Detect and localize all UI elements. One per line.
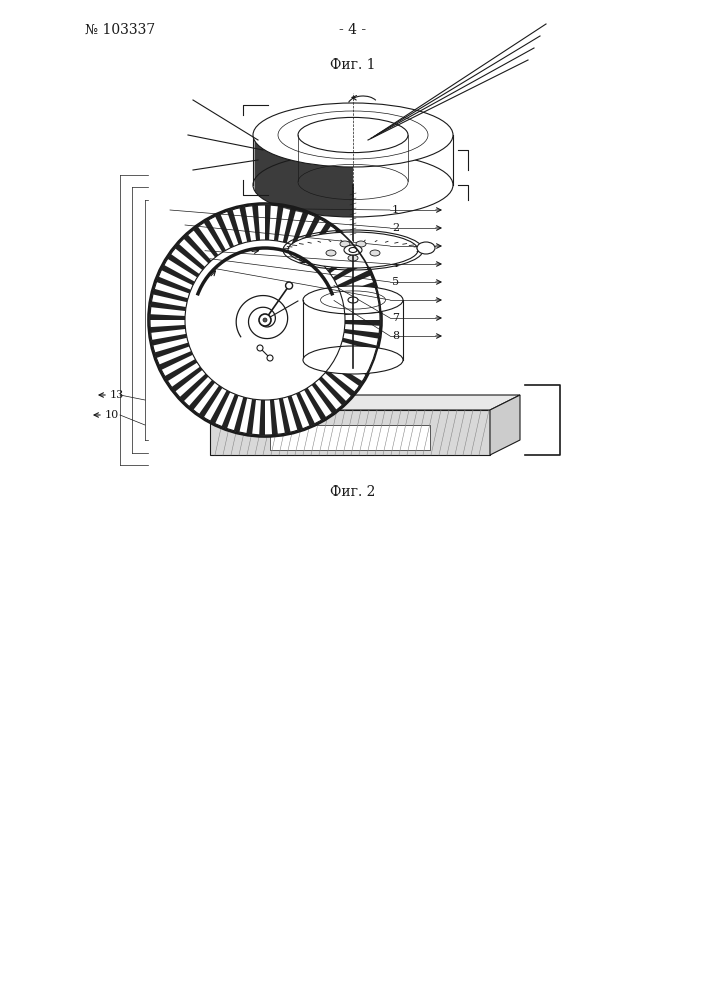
Wedge shape: [274, 399, 285, 434]
Text: 13: 13: [110, 390, 124, 400]
Wedge shape: [221, 211, 238, 246]
Wedge shape: [269, 205, 278, 241]
Wedge shape: [188, 230, 215, 261]
Wedge shape: [150, 307, 185, 316]
Wedge shape: [296, 214, 315, 248]
Circle shape: [257, 345, 263, 351]
Ellipse shape: [303, 346, 403, 374]
Wedge shape: [258, 205, 265, 240]
Text: 4: 4: [392, 259, 399, 269]
Ellipse shape: [253, 103, 453, 167]
Wedge shape: [300, 390, 321, 424]
Circle shape: [286, 282, 293, 289]
Wedge shape: [291, 394, 310, 429]
Wedge shape: [341, 342, 375, 358]
Polygon shape: [210, 410, 490, 455]
Text: Фиг. 2: Фиг. 2: [330, 485, 375, 499]
Wedge shape: [345, 313, 380, 320]
Ellipse shape: [344, 245, 362, 255]
Wedge shape: [311, 226, 337, 257]
Wedge shape: [151, 329, 186, 340]
Wedge shape: [315, 379, 342, 410]
Polygon shape: [210, 395, 520, 410]
Wedge shape: [318, 234, 346, 263]
Wedge shape: [150, 320, 185, 327]
Text: № 103337: № 103337: [85, 23, 156, 37]
Wedge shape: [344, 324, 380, 333]
Circle shape: [267, 355, 273, 361]
Ellipse shape: [326, 250, 336, 256]
Wedge shape: [245, 206, 256, 241]
Wedge shape: [303, 219, 326, 252]
Wedge shape: [233, 208, 247, 243]
Wedge shape: [204, 388, 227, 421]
Wedge shape: [175, 370, 206, 397]
Wedge shape: [209, 216, 230, 250]
Wedge shape: [344, 300, 379, 311]
Text: 1: 1: [392, 205, 399, 215]
Wedge shape: [265, 400, 272, 435]
Ellipse shape: [417, 242, 435, 254]
Wedge shape: [154, 282, 189, 298]
Circle shape: [263, 318, 267, 322]
Wedge shape: [333, 358, 366, 381]
Ellipse shape: [356, 241, 366, 247]
Text: Фиг. 1: Фиг. 1: [330, 58, 375, 72]
Polygon shape: [270, 425, 430, 450]
Wedge shape: [337, 350, 371, 370]
Circle shape: [185, 240, 345, 400]
Ellipse shape: [303, 286, 403, 314]
Wedge shape: [325, 243, 355, 270]
Wedge shape: [287, 209, 303, 244]
Ellipse shape: [348, 297, 358, 303]
Circle shape: [148, 203, 382, 437]
Ellipse shape: [370, 250, 380, 256]
Ellipse shape: [340, 241, 350, 247]
Wedge shape: [240, 398, 252, 433]
Text: 7: 7: [392, 313, 399, 323]
Wedge shape: [198, 223, 223, 255]
Polygon shape: [490, 395, 520, 455]
Wedge shape: [339, 275, 373, 294]
Wedge shape: [150, 205, 380, 435]
Wedge shape: [252, 399, 261, 435]
Wedge shape: [161, 355, 195, 376]
Wedge shape: [322, 373, 351, 401]
Wedge shape: [184, 377, 212, 406]
Text: 8: 8: [392, 331, 399, 341]
Text: 3: 3: [392, 241, 399, 251]
Wedge shape: [158, 270, 193, 290]
Text: 5: 5: [392, 277, 399, 287]
Wedge shape: [227, 396, 243, 431]
Ellipse shape: [349, 247, 357, 252]
Wedge shape: [278, 207, 291, 242]
Wedge shape: [308, 385, 332, 417]
Circle shape: [259, 314, 271, 326]
Text: 6: 6: [392, 295, 399, 305]
Wedge shape: [171, 248, 202, 274]
Wedge shape: [193, 383, 219, 414]
Wedge shape: [343, 333, 378, 346]
Wedge shape: [335, 264, 368, 285]
Wedge shape: [179, 239, 209, 267]
Ellipse shape: [288, 232, 418, 268]
Text: 10: 10: [105, 410, 119, 420]
Wedge shape: [168, 363, 200, 387]
Wedge shape: [156, 346, 192, 365]
Wedge shape: [330, 253, 363, 277]
Ellipse shape: [348, 255, 358, 261]
Wedge shape: [283, 397, 298, 432]
Wedge shape: [341, 288, 377, 302]
Wedge shape: [327, 366, 359, 392]
Wedge shape: [151, 294, 187, 307]
Text: 2: 2: [392, 223, 399, 233]
Wedge shape: [215, 392, 235, 426]
Polygon shape: [255, 141, 353, 217]
Text: - 4 -: - 4 -: [339, 23, 366, 37]
Wedge shape: [164, 259, 197, 282]
Wedge shape: [153, 338, 188, 352]
